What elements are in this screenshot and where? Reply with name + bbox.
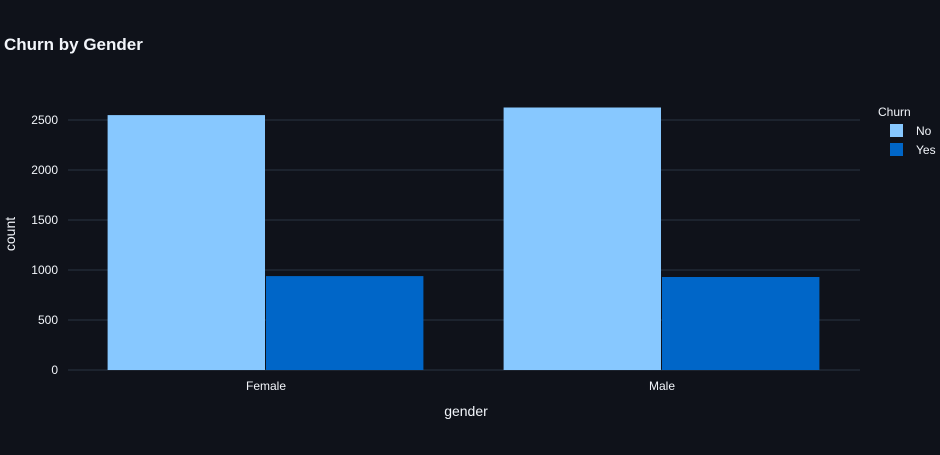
chart-title: Churn by Gender xyxy=(4,35,143,54)
legend-swatch-no[interactable] xyxy=(890,124,903,137)
bar-yes-female[interactable] xyxy=(266,276,424,370)
bar-no-female[interactable] xyxy=(107,115,265,370)
x-tick-label: Male xyxy=(649,379,675,393)
legend-title: Churn xyxy=(878,105,911,119)
x-axis-title: gender xyxy=(444,403,488,419)
y-axis-ticks: 0 500 1000 1500 2000 2500 xyxy=(31,113,58,377)
legend-label-no[interactable]: No xyxy=(916,124,932,138)
legend: Churn No Yes xyxy=(878,105,936,157)
legend-swatch-yes[interactable] xyxy=(890,143,903,156)
bar-no-male[interactable] xyxy=(503,107,661,371)
y-tick-label: 2500 xyxy=(31,113,58,127)
bar-series xyxy=(107,107,820,371)
x-axis-ticks: Female Male xyxy=(246,379,675,393)
x-tick-label: Female xyxy=(246,379,286,393)
y-tick-label: 0 xyxy=(51,363,58,377)
y-tick-label: 1500 xyxy=(31,213,58,227)
y-tick-label: 1000 xyxy=(31,263,58,277)
bar-yes-male[interactable] xyxy=(662,277,820,370)
y-axis-title: count xyxy=(2,217,18,251)
legend-label-yes[interactable]: Yes xyxy=(916,143,936,157)
y-tick-label: 2000 xyxy=(31,163,58,177)
y-tick-label: 500 xyxy=(38,313,58,327)
